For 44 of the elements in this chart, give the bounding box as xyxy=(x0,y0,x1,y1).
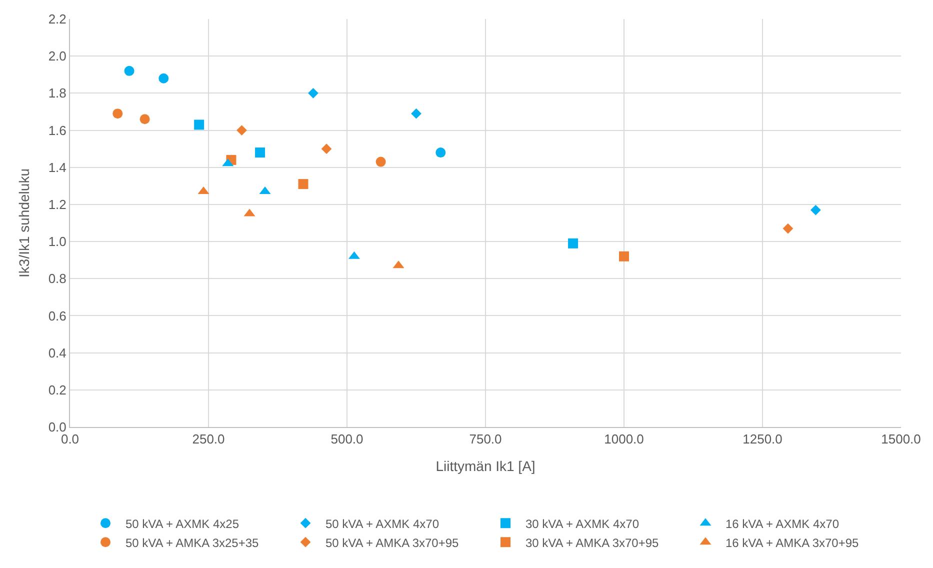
y-tick-label: 1.0 xyxy=(48,234,66,250)
legend-label: 16 kVA + AMKA 3x70+95 xyxy=(726,536,860,550)
y-tick-label: 1.4 xyxy=(48,160,66,175)
legend-label: 16 kVA + AXMK 4x70 xyxy=(726,516,840,531)
y-tick-label: 2.0 xyxy=(48,48,66,64)
point xyxy=(376,156,386,167)
y-tick-label: 1.8 xyxy=(48,86,66,101)
point xyxy=(124,66,134,76)
x-tick-label: 1500.0 xyxy=(881,432,921,447)
y-tick-label: 0.8 xyxy=(48,271,66,286)
x-tick-label: 250.0 xyxy=(192,432,225,447)
point xyxy=(321,144,332,154)
y-tick-label: 1.2 xyxy=(48,197,66,212)
legend-label: 50 kVA + AMKA 3x70+95 xyxy=(326,536,460,550)
x-tick-label: 1250.0 xyxy=(742,432,782,447)
y-tick-label: 2.2 xyxy=(48,12,66,27)
x-tick-label: 500.0 xyxy=(330,432,364,447)
point xyxy=(140,114,150,124)
legend-label: 30 kVA + AXMK 4x70 xyxy=(526,516,640,531)
point xyxy=(782,223,794,234)
y-tick-label: 1.6 xyxy=(48,122,66,138)
x-tick-label: 750.0 xyxy=(469,432,502,447)
point xyxy=(411,108,422,119)
x-axis-title: Liittymän Ik1 [A] xyxy=(436,458,536,474)
point xyxy=(568,238,578,248)
legend-label: 30 kVA + AMKA 3x70+95 xyxy=(526,536,660,550)
y-axis-title: Ik3/Ik1 suhdeluku xyxy=(16,168,32,278)
point xyxy=(236,125,247,136)
point xyxy=(308,88,318,98)
point xyxy=(436,148,446,158)
x-tick-label: 1000.0 xyxy=(604,432,644,447)
point xyxy=(158,73,169,84)
point xyxy=(255,148,266,158)
y-tick-label: 0.6 xyxy=(48,308,66,324)
point xyxy=(112,108,123,119)
point xyxy=(619,251,629,262)
point xyxy=(810,204,821,216)
legend-label: 50 kVA + AXMK 4x25 xyxy=(126,516,240,531)
legend-label: 50 kVA + AXMK 4x70 xyxy=(326,516,440,531)
point xyxy=(194,120,204,130)
y-tick-label: 0.2 xyxy=(48,382,66,398)
y-tick-label: 0.4 xyxy=(48,345,66,360)
legend-label: 50 kVA + AMKA 3x25+35 xyxy=(126,536,260,550)
point xyxy=(298,179,308,190)
